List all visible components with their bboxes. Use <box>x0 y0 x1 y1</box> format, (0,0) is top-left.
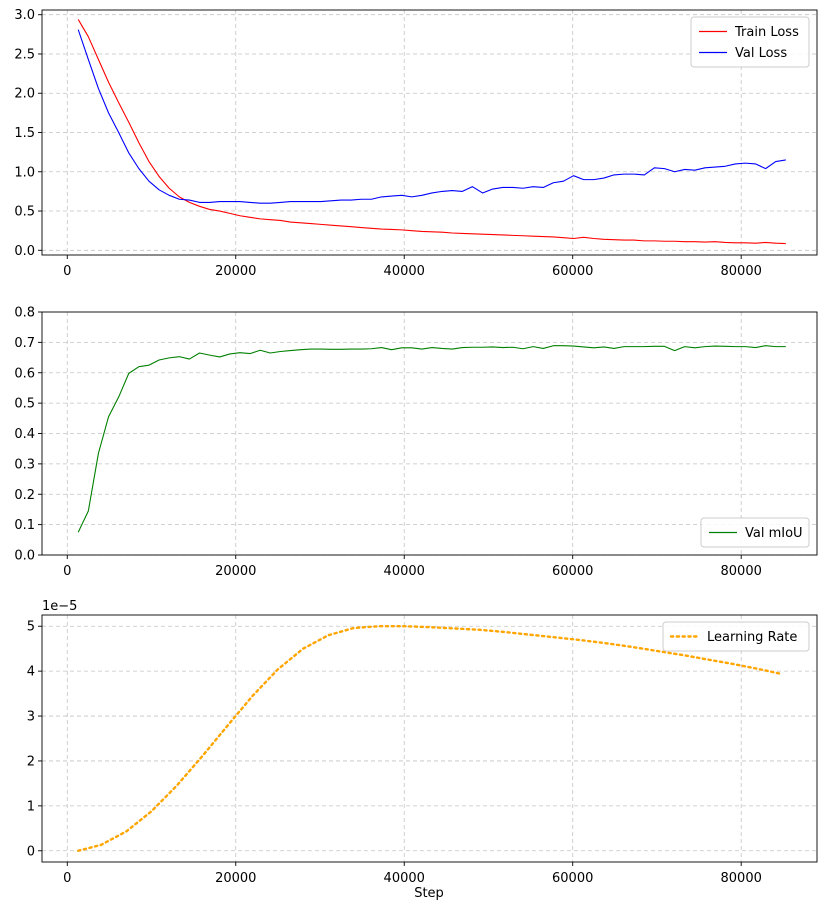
x-tick-label: 20000 <box>215 264 256 279</box>
legend-entry-label: Val mIoU <box>745 526 803 541</box>
x-tick-label: 40000 <box>384 264 425 279</box>
series-line-train-loss <box>77 19 786 245</box>
learning-rate-legend: Learning Rate <box>662 621 810 652</box>
y-tick-label: 1 <box>27 799 35 814</box>
y-tick-label: 0.4 <box>14 427 35 442</box>
series-line-val-miou <box>77 345 786 533</box>
legend-entry-label: Val Loss <box>735 46 787 61</box>
y-tick-label: 0.1 <box>14 518 35 533</box>
series-line-val-loss <box>77 29 786 204</box>
y-tick-label: 2.0 <box>14 87 35 102</box>
y-tick-label: 3 <box>27 710 35 725</box>
x-tick-label: 80000 <box>721 871 762 886</box>
y-tick-label: 3.0 <box>14 8 35 23</box>
y-tick-label: 0.0 <box>14 549 35 564</box>
x-tick-label: 20000 <box>215 564 256 579</box>
legend-frame <box>700 517 810 548</box>
x-tick-label: 20000 <box>215 871 256 886</box>
y-tick-label: 5 <box>27 620 35 635</box>
y-tick-label: 0.2 <box>14 488 35 503</box>
legend-frame <box>662 621 810 652</box>
loss-panel: 0 20000 40000 60000 80000 0.0 0.5 1.0 1.5 2.0 2.5 3… <box>14 8 818 279</box>
series-line-learning-rate <box>77 625 782 852</box>
x-tick-label: 0 <box>63 871 71 886</box>
y-tick-label: 0.3 <box>14 457 35 472</box>
learning-rate-panel: 0 20000 40000 60000 80000 0 1 2 3 4 5 Learning Rat… <box>27 599 818 901</box>
y-tick-label: 0.0 <box>14 244 35 259</box>
x-tick-label: 0 <box>63 564 71 579</box>
x-tick-label: 0 <box>63 264 71 279</box>
y-tick-label: 0.8 <box>14 306 35 321</box>
miou-legend: Val mIoU <box>700 517 810 548</box>
x-tick-label: 60000 <box>552 871 593 886</box>
miou-panel: 0 20000 40000 60000 80000 0.0 0.1 0.2 0.3 0.4 0.5 0… <box>14 306 818 579</box>
loss-legend: Train Loss Val Loss <box>690 16 810 68</box>
x-tick-label: 60000 <box>552 264 593 279</box>
y-tick-label: 0.6 <box>14 366 35 381</box>
x-tick-label: 80000 <box>721 264 762 279</box>
x-axis-label: Step <box>414 886 444 901</box>
y-tick-label: 4 <box>27 665 35 680</box>
y-tick-label: 2 <box>27 754 35 769</box>
y-tick-label: 0.5 <box>14 397 35 412</box>
y-tick-label: 0.7 <box>14 336 35 351</box>
learning-rate-plot-frame <box>41 614 818 863</box>
y-tick-label: 0.5 <box>14 205 35 220</box>
x-tick-label: 80000 <box>721 564 762 579</box>
y-tick-label: 1.0 <box>14 165 35 180</box>
x-tick-label: 40000 <box>384 564 425 579</box>
legend-entry-label: Learning Rate <box>707 630 797 645</box>
y-tick-label: 0 <box>27 844 35 859</box>
legend-entry-label: Train Loss <box>734 25 799 40</box>
y-tick-label: 1.5 <box>14 126 35 141</box>
legend-frame <box>690 16 810 68</box>
y-tick-label: 2.5 <box>14 47 35 62</box>
x-tick-label: 40000 <box>384 871 425 886</box>
x-tick-label: 60000 <box>552 564 593 579</box>
y-scale-label: 1e−5 <box>42 599 77 614</box>
